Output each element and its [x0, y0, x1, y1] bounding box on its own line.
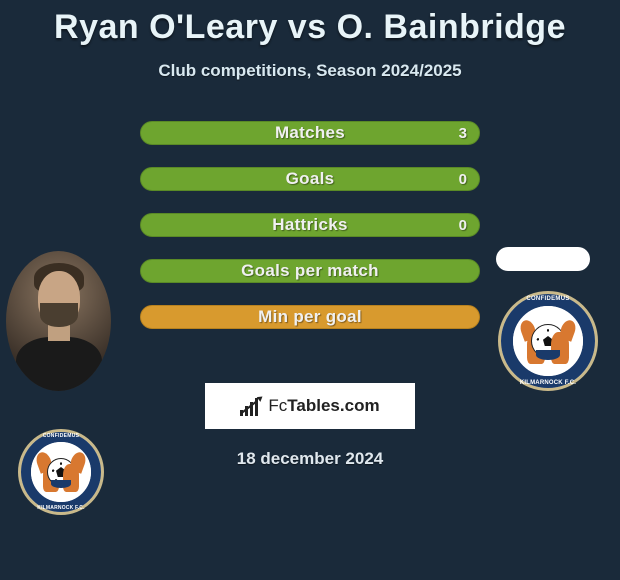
stat-value-right: 3	[459, 125, 467, 142]
fctables-logo: FcTables.com	[205, 383, 415, 429]
stat-row: Goals 0	[0, 167, 620, 191]
logo-text: FcTables.com	[268, 396, 379, 416]
stat-bar: Matches 3	[140, 121, 480, 145]
stat-label: Hattricks	[272, 215, 347, 235]
club-crest-right: CONFIDEMUS KILMARNOCK F.C.	[498, 291, 598, 391]
stat-bar: Goals 0	[140, 167, 480, 191]
player-photo-right-placeholder	[496, 247, 590, 271]
page-title: Ryan O'Leary vs O. Bainbridge	[0, 0, 620, 47]
stat-label: Matches	[275, 123, 345, 143]
stat-bar: Min per goal	[140, 305, 480, 329]
stat-value-right: 0	[459, 217, 467, 234]
stat-label: Min per goal	[258, 307, 362, 327]
club-crest-left: CONFIDEMUS KILMARNOCK F.C.	[18, 429, 104, 515]
stat-row: Hattricks 0	[0, 213, 620, 237]
stat-bar: Hattricks 0	[140, 213, 480, 237]
crest-bottom-text: KILMARNOCK F.C.	[501, 380, 595, 386]
stat-row: Matches 3	[0, 121, 620, 145]
stats-area: CONFIDEMUS KILMARNOCK F.C. CONFIDEMUS KI…	[0, 121, 620, 329]
crest-top-text: CONFIDEMUS	[501, 296, 595, 302]
subtitle: Club competitions, Season 2024/2025	[0, 61, 620, 81]
stat-label: Goals	[286, 169, 335, 189]
player-photo-left	[6, 251, 111, 391]
stat-value-right: 0	[459, 171, 467, 188]
crest-top-text: CONFIDEMUS	[21, 433, 101, 439]
stat-bar: Goals per match	[140, 259, 480, 283]
arrow-icon	[240, 395, 262, 417]
crest-bottom-text: KILMARNOCK F.C.	[21, 505, 101, 511]
stat-label: Goals per match	[241, 261, 379, 281]
